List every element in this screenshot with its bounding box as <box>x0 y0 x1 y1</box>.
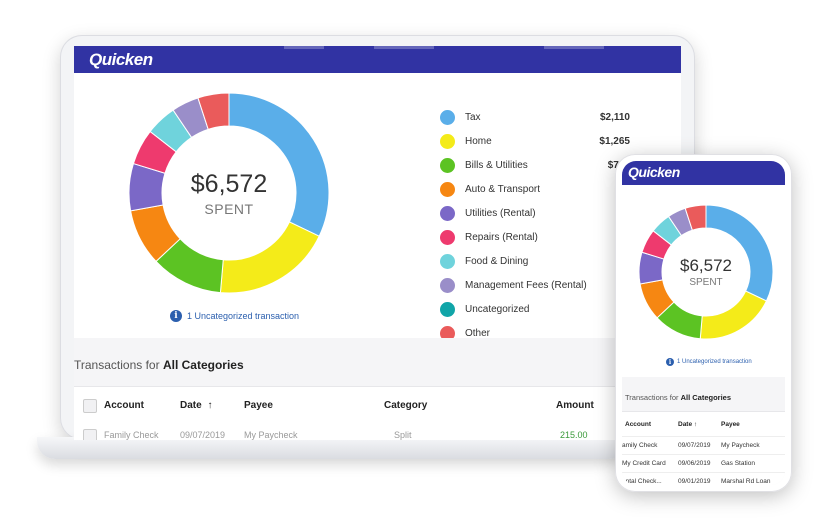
legend-color-dot <box>440 158 455 173</box>
nav-ghost <box>544 46 604 49</box>
phone-table-row[interactable]: My Credit Card 09/06/2019 Gas Station <box>622 454 785 473</box>
phone-uncategorized-link[interactable]: i 1 Uncategorized transaction <box>666 358 752 366</box>
phone-transactions-table: Account Date ↑ Payee amily Check 09/07/20… <box>622 411 785 485</box>
donut-slice-other[interactable] <box>684 204 707 231</box>
nav-ghost <box>284 46 324 49</box>
legend-color-dot <box>440 230 455 245</box>
info-icon: i <box>666 358 674 366</box>
legend-color-dot <box>440 182 455 197</box>
col-account[interactable]: Account <box>104 400 144 411</box>
top-bar: Quicken <box>74 46 681 73</box>
legend-item[interactable]: Home $1,265 <box>440 133 680 157</box>
col-payee[interactable]: Payee <box>244 400 273 411</box>
legend-item[interactable]: Uncategorized <box>440 301 680 325</box>
legend-category-name: Food & Dining <box>465 256 529 267</box>
phone-col-payee[interactable]: Payee <box>721 421 740 428</box>
col-date[interactable]: Date ↑ <box>180 400 213 411</box>
spending-card: $6,572 SPENT i 1 Uncategorized transacti… <box>74 73 681 341</box>
col-amount[interactable]: Amount <box>556 400 594 411</box>
phone-table-row[interactable]: ental Check... 09/01/2019 Marshal Rd Loan <box>622 472 785 485</box>
legend-color-dot <box>440 326 455 341</box>
select-all-checkbox[interactable] <box>83 399 97 413</box>
legend-color-dot <box>440 278 455 293</box>
col-category[interactable]: Category <box>384 400 428 411</box>
spending-donut-chart: $6,572 SPENT <box>128 92 330 294</box>
legend-item[interactable]: Other <box>440 325 680 349</box>
quicken-logo: Quicken <box>89 50 153 69</box>
phone-col-date[interactable]: Date ↑ <box>678 421 698 428</box>
legend-category-name: Utilities (Rental) <box>465 208 536 219</box>
uncategorized-link[interactable]: i 1 Uncategorized transaction <box>170 310 299 322</box>
row-payee: My Paycheck <box>721 442 760 449</box>
row-category: Split <box>394 430 412 440</box>
legend-category-name: Other <box>465 328 491 339</box>
legend-category-name: Repairs (Rental) <box>465 232 538 243</box>
row-payee: Gas Station <box>721 460 755 467</box>
phone-frame: Quicken $6,572 SPENT i 1 Uncategorized t… <box>615 154 792 492</box>
legend-category-name: Home <box>465 136 492 147</box>
phone-transactions-title: Transactions for All Categories <box>625 393 732 402</box>
legend-color-dot <box>440 134 455 149</box>
legend-category-amount: $2,110 <box>599 112 630 123</box>
legend-color-dot <box>440 302 455 317</box>
row-date: 09/07/2019 <box>180 430 226 440</box>
row-account: Family Check <box>104 430 159 440</box>
row-payee: My Paycheck <box>244 430 298 440</box>
donut-slice-tax[interactable] <box>228 92 330 237</box>
legend-category-amount: $1,265 <box>599 136 630 147</box>
phone-total-spent-label: SPENT <box>689 277 723 288</box>
legend-category-name: Tax <box>465 112 481 123</box>
phone-quicken-logo: Quicken <box>628 164 680 180</box>
nav-ghost <box>374 46 434 49</box>
phone-screen: Quicken $6,572 SPENT i 1 Uncategorized t… <box>622 161 785 485</box>
total-spent-amount: $6,572 <box>190 169 268 198</box>
phone-table-row[interactable]: amily Check 09/07/2019 My Paycheck <box>622 436 785 455</box>
phone-top-bar: Quicken <box>622 161 785 185</box>
transactions-table: Account Date ↑ Payee Category Amount Fam… <box>74 386 681 440</box>
phone-col-account[interactable]: Account <box>625 421 651 428</box>
row-date: 09/01/2019 <box>678 478 711 485</box>
phone-spending-donut-chart: $6,572 SPENT <box>638 204 774 340</box>
row-account: My Credit Card <box>622 460 666 467</box>
uncategorized-link-label: 1 Uncategorized transaction <box>187 311 300 321</box>
info-icon: i <box>170 310 182 322</box>
legend-category-name: Bills & Utilities <box>465 160 528 171</box>
row-checkbox[interactable] <box>83 429 97 440</box>
legend-item[interactable]: Tax $2,110 <box>440 109 680 133</box>
donut-slice-other[interactable] <box>197 92 230 130</box>
laptop-screen: Quicken $6,572 SPENT i 1 Uncategorized t… <box>74 46 681 440</box>
sort-arrow-icon: ↑ <box>207 400 213 411</box>
laptop-base <box>37 437 627 459</box>
transactions-title: Transactions for All Categories <box>74 358 244 372</box>
legend-color-dot <box>440 110 455 125</box>
row-amount: 215.00 <box>560 430 588 440</box>
row-account: ental Check... <box>622 478 662 485</box>
legend-category-name: Management Fees (Rental) <box>465 280 587 291</box>
row-date: 09/07/2019 <box>678 442 711 449</box>
transactions-category-filter[interactable]: All Categories <box>162 358 244 372</box>
row-account: amily Check <box>622 442 658 449</box>
legend-category-name: Auto & Transport <box>465 184 541 195</box>
phone-total-spent-amount: $6,572 <box>680 256 732 275</box>
sort-arrow-icon: ↑ <box>693 421 698 428</box>
row-payee: Marshal Rd Loan <box>721 478 771 485</box>
legend-color-dot <box>440 206 455 221</box>
row-date: 09/06/2019 <box>678 460 711 467</box>
legend-category-name: Uncategorized <box>465 304 530 315</box>
total-spent-label: SPENT <box>204 200 254 217</box>
legend-color-dot <box>440 254 455 269</box>
